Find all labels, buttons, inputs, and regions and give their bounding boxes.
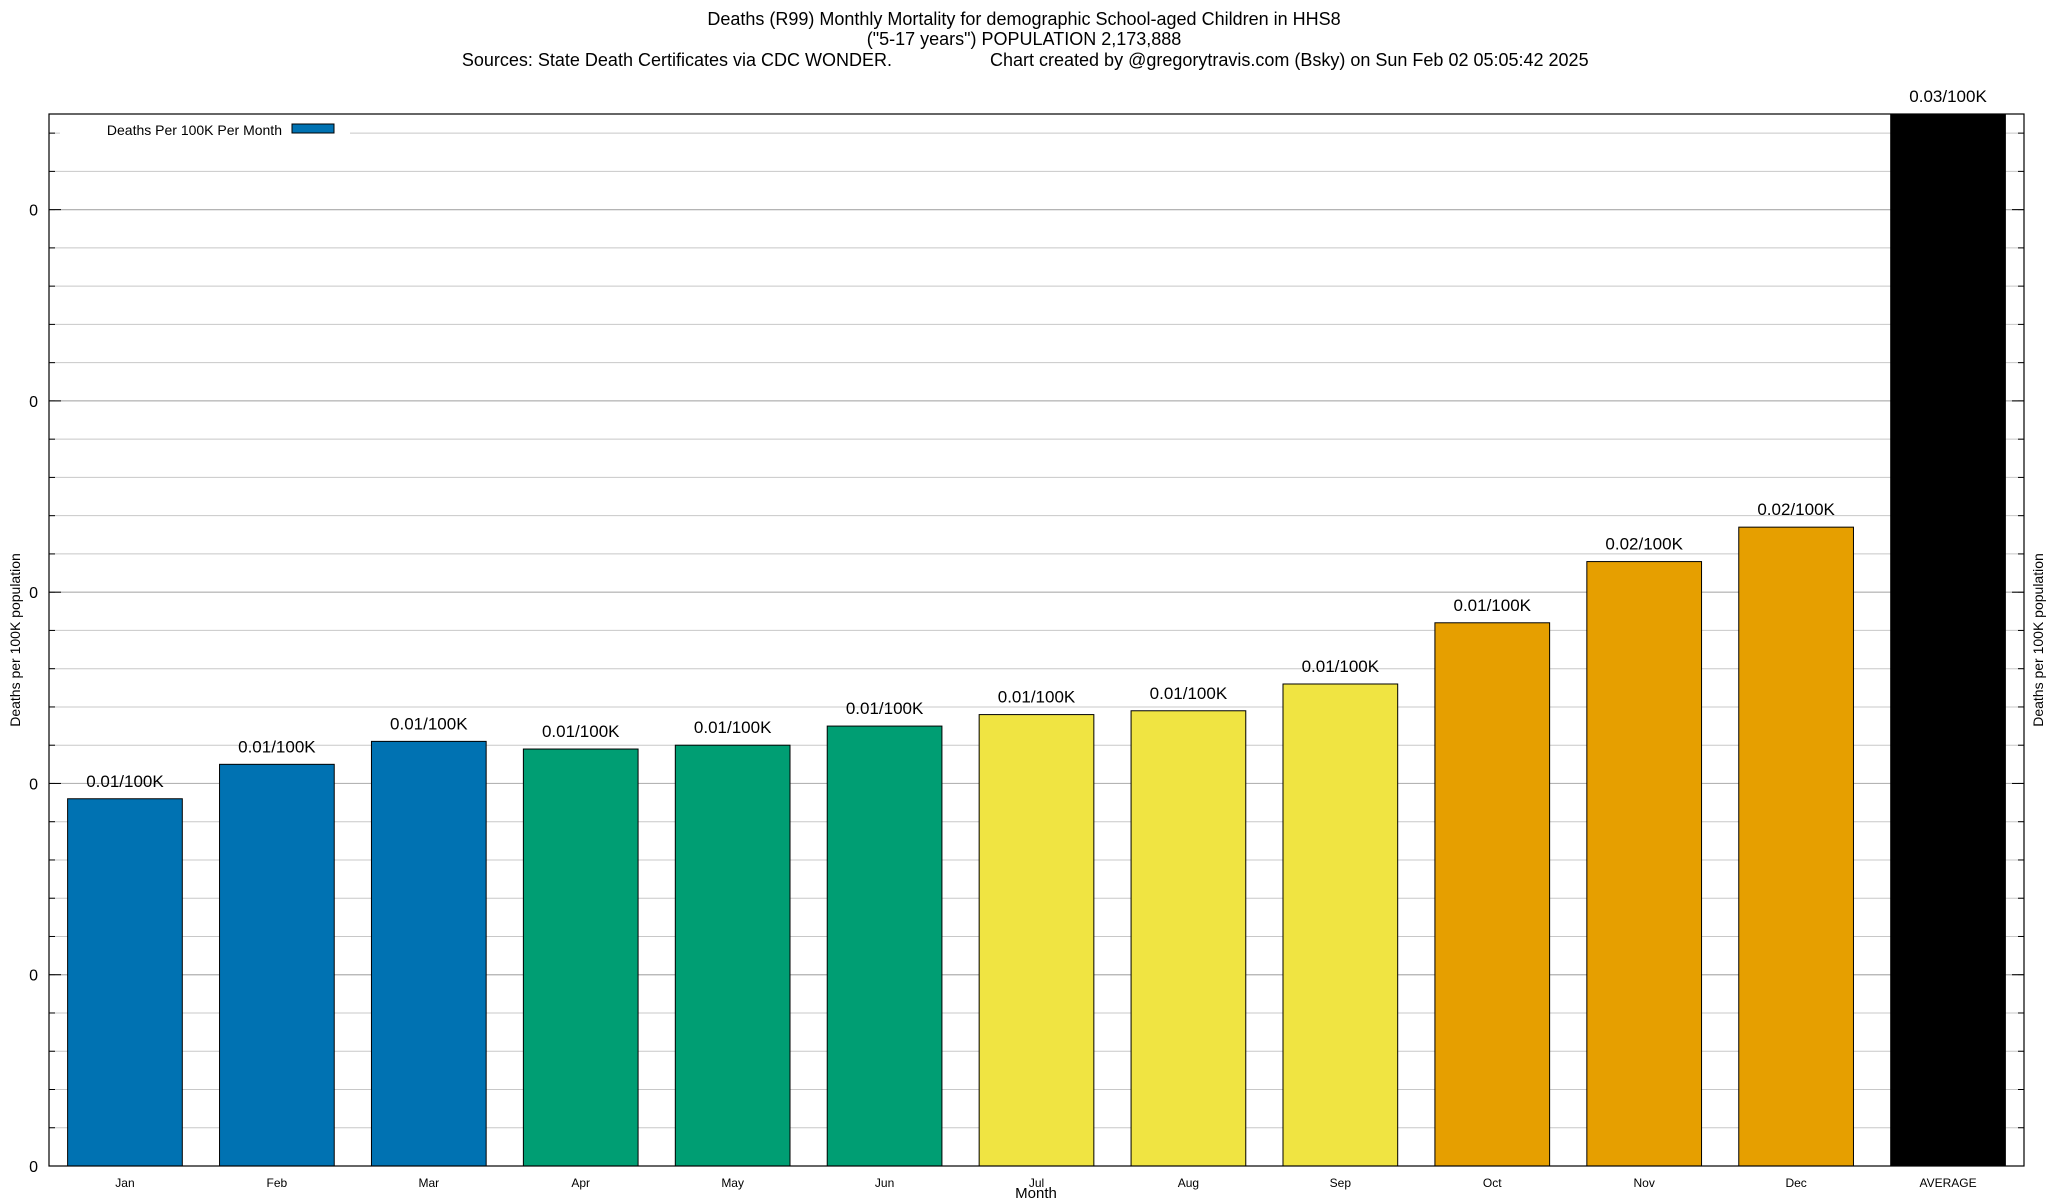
x-tick-label: Dec [1785, 1176, 1806, 1190]
x-tick-label: Apr [571, 1176, 590, 1190]
x-tick-label: May [721, 1176, 744, 1190]
legend: Deaths Per 100K Per Month [60, 118, 350, 140]
bar-jul [978, 714, 1095, 1167]
bar-aug [1130, 710, 1247, 1167]
y-tick-label: 0 [29, 968, 38, 985]
bar-value-label: 0.01/100K [542, 722, 620, 741]
x-tick-label: AVERAGE [1919, 1176, 1976, 1190]
x-tick-label: Mar [418, 1176, 439, 1190]
y2-axis-label: Deaths per 100K population [2030, 553, 2046, 727]
bar-may [674, 744, 791, 1167]
plot-frame [48, 113, 2025, 1167]
y-axis-label: Deaths per 100K population [7, 553, 23, 727]
bar-jan [67, 798, 183, 1167]
legend-swatch [291, 123, 335, 134]
bar-mar [370, 740, 487, 1167]
bar-value-label: 0.01/100K [1454, 596, 1532, 615]
bar-nov [1586, 561, 1703, 1167]
legend-background [60, 118, 350, 140]
bar-jun [826, 725, 943, 1167]
bar-average [1890, 113, 2006, 1167]
bar-value-label: 0.01/100K [390, 714, 468, 733]
x-tick-label: Jul [1029, 1176, 1044, 1190]
bar-value-label: 0.01/100K [238, 737, 316, 756]
chart-credit: Chart created by @gregorytravis.com (Bsk… [990, 50, 1589, 70]
y-tick-label: 0 [29, 203, 38, 220]
bar-sep [1282, 683, 1399, 1167]
bar-value-label: 0.02/100K [1757, 500, 1835, 519]
x-tick-label: Oct [1483, 1176, 1502, 1190]
x-tick-label: Feb [267, 1176, 288, 1190]
y-tick-label: 0 [29, 585, 38, 602]
bar-oct [1434, 622, 1551, 1167]
bar-value-label: 0.01/100K [1302, 657, 1380, 676]
x-axis-label: Month [1015, 1185, 1057, 1200]
chart-title-line1: Deaths (R99) Monthly Mortality for demog… [707, 9, 1340, 29]
x-tick-label: Sep [1330, 1176, 1352, 1190]
y-tick-label: 0 [29, 394, 38, 411]
bar-value-label: 0.01/100K [86, 772, 164, 791]
legend-label: Deaths Per 100K Per Month [107, 122, 282, 138]
y-tick-label: 0 [29, 776, 38, 793]
bar-value-label: 0.02/100K [1605, 535, 1683, 554]
bar-value-label: 0.03/100K [1909, 87, 1987, 106]
x-tick-label: Jun [875, 1176, 894, 1190]
x-tick-label: Nov [1634, 1176, 1655, 1190]
labels-layer: 0 0 0 0 0 0 0.01/100K Jan 0.01/100K Feb 0.01/100K M… [29, 87, 1987, 1190]
chart-sources: Sources: State Death Certificates via CD… [462, 50, 892, 70]
bar-value-label: 0.01/100K [998, 688, 1076, 707]
y-tick-label: 0 [29, 1159, 38, 1176]
bar-value-label: 0.01/100K [846, 699, 924, 718]
bars-layer [67, 113, 2006, 1167]
chart-title-line2: ("5-17 years") POPULATION 2,173,888 [867, 29, 1182, 49]
bar-value-label: 0.01/100K [1150, 684, 1228, 703]
x-tick-label: Jan [115, 1176, 134, 1190]
bar-feb [219, 763, 335, 1167]
x-tick-label: Aug [1178, 1176, 1199, 1190]
bar-value-label: 0.01/100K [694, 718, 772, 737]
bar-apr [522, 748, 639, 1167]
bar-dec [1738, 526, 1854, 1167]
